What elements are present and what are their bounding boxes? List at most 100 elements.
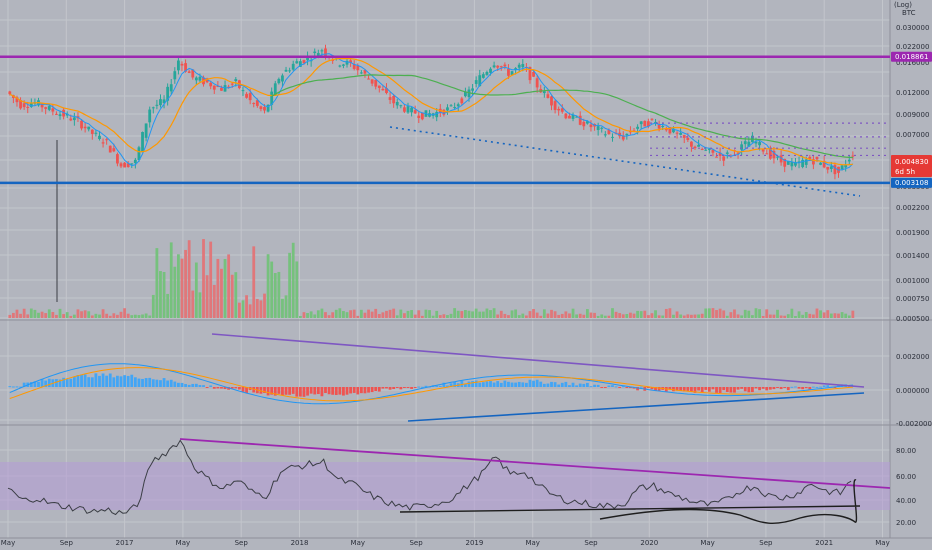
volume-pane (8, 239, 855, 318)
candle-body (252, 103, 256, 105)
volume-bar (578, 313, 582, 318)
macd-histogram-bar (108, 373, 112, 387)
volume-bar (679, 314, 683, 318)
candle-body (449, 105, 453, 107)
volume-bar (112, 313, 116, 318)
macd-histogram-bar (639, 386, 643, 388)
volume-bar (460, 311, 464, 318)
volume-bar (471, 311, 474, 318)
volume-bar (388, 309, 392, 318)
volume-bar (811, 314, 815, 318)
macd-histogram-bar (718, 387, 722, 393)
volume-bar (456, 310, 460, 318)
candle-body (133, 159, 137, 164)
volume-bar (345, 312, 349, 318)
volume-bar (26, 314, 30, 318)
time-tick-label: May (525, 539, 539, 547)
macd-histogram-bar (166, 380, 170, 387)
volume-bar (568, 313, 571, 318)
macd-histogram-bar (733, 387, 736, 393)
candle-body (19, 100, 22, 109)
time-tick-label: May (351, 539, 365, 547)
candle-body (704, 149, 708, 151)
volume-bar (804, 312, 808, 318)
volume-bar (535, 312, 539, 318)
macd-histogram-bar (725, 387, 729, 392)
candle-body (790, 162, 794, 167)
macd-histogram-bar (779, 387, 783, 390)
volume-bar (205, 275, 209, 318)
candle-body (582, 121, 586, 127)
candle-body (26, 106, 30, 108)
macd-histogram-bar (281, 387, 284, 396)
candle-body (306, 56, 309, 61)
macd-histogram-bar (374, 387, 378, 392)
macd-histogram-bar (148, 377, 152, 387)
macd-histogram-bar (585, 382, 589, 387)
volume-bar (449, 313, 453, 318)
time-tick-label: 2019 (465, 539, 483, 547)
volume-bar (539, 315, 543, 318)
price-axis[interactable]: 0.030000 0.022000 0.016000 0.012000 0.009000… (891, 24, 932, 527)
candle-body (679, 132, 683, 135)
volume-bar (829, 313, 833, 318)
volume-bar (90, 315, 94, 318)
macd-histogram-bar (571, 382, 575, 387)
macd-histogram-bar (155, 379, 159, 387)
candle-body (62, 109, 66, 117)
candle-body (815, 156, 819, 160)
time-tick-label: Sep (759, 539, 773, 547)
candle-body (255, 100, 259, 106)
volume-bar (478, 311, 482, 318)
volume-bar (302, 312, 306, 318)
candle-body (180, 63, 184, 66)
candle-body (542, 91, 546, 94)
candle-body (664, 128, 668, 131)
volume-tick-label: 0.001000 (896, 277, 929, 285)
time-tick-label: 2017 (116, 539, 134, 547)
volume-bar (632, 313, 636, 318)
resistance-price-badge: 0.018861 (895, 53, 928, 61)
macd-histogram-bar (306, 387, 309, 396)
macd-histogram-bar (144, 378, 148, 387)
candle-body (819, 162, 822, 165)
volume-bar (395, 315, 399, 318)
candle-body (284, 69, 288, 72)
candle-body (603, 134, 607, 136)
price-pane[interactable] (0, 44, 890, 302)
volume-bar (349, 310, 353, 318)
macd-histogram-bar (406, 387, 410, 388)
time-tick-label: 2018 (291, 539, 309, 547)
volume-bar (646, 315, 650, 318)
volume-bar (772, 314, 776, 318)
macd-histogram-bar (607, 385, 611, 387)
candle-body (693, 146, 697, 149)
volume-bar (621, 314, 625, 318)
candle-body (761, 149, 765, 152)
volume-bar (270, 261, 274, 318)
volume-bar (65, 312, 69, 318)
volume-bar (675, 311, 679, 318)
macd-histogram-bar (535, 379, 539, 387)
volume-bar (245, 295, 248, 318)
time-axis[interactable]: May Sep 2017 May Sep 2018 May Sep 2019 May Sep 2020… (1, 539, 890, 547)
macd-histogram-bar (528, 379, 532, 387)
candle-body (496, 65, 500, 68)
macd-histogram-bar (410, 387, 413, 389)
volume-bar (600, 314, 604, 318)
candle-body (654, 121, 657, 124)
time-tick-label: 2020 (640, 539, 658, 547)
macd-histogram-bar (47, 378, 51, 387)
macd-histogram-bar (212, 387, 216, 389)
volume-bar (259, 300, 263, 318)
volume-bar (363, 312, 367, 318)
macd-histogram-bar (29, 382, 33, 387)
support-price-badge-bg (891, 177, 932, 188)
volume-bar (704, 308, 708, 318)
volume-bar (241, 300, 245, 318)
volume-bar (266, 254, 270, 318)
candle-body (241, 90, 245, 92)
candle-body (481, 74, 485, 78)
macd-histogram-bar (790, 386, 794, 388)
